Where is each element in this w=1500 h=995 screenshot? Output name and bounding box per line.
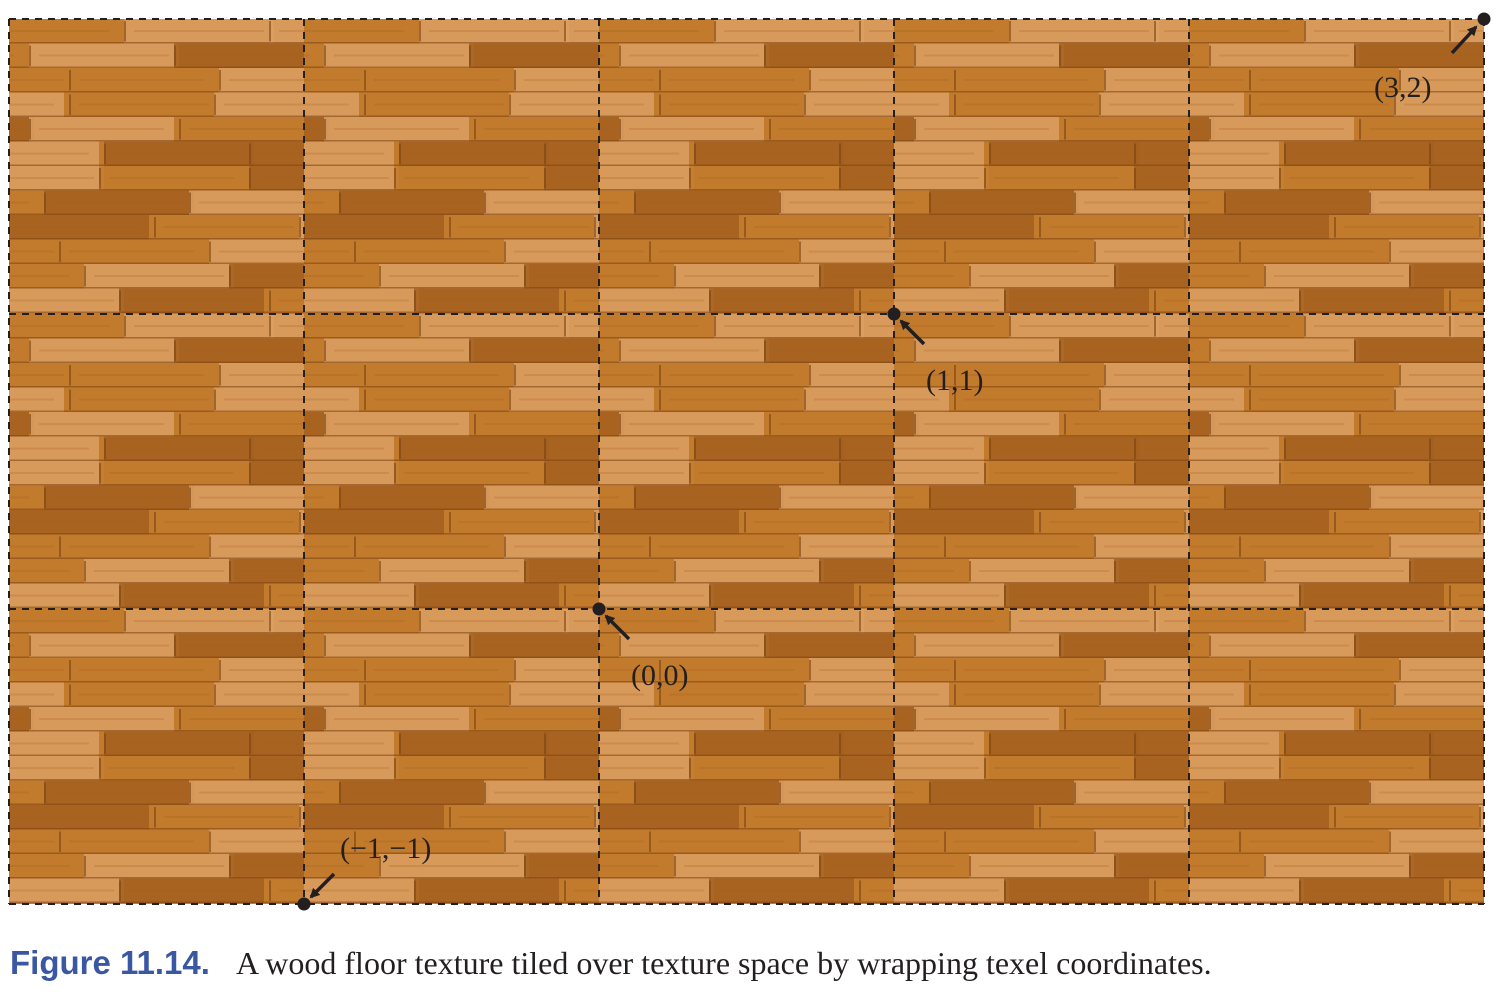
caption-text: A wood floor texture tiled over texture … bbox=[235, 945, 1212, 981]
coordinate-label: (3,2) bbox=[1374, 71, 1431, 104]
pointer-arrow bbox=[1450, 25, 1478, 55]
coordinate-point: (−1,−1) bbox=[297, 832, 431, 911]
coordinate-point: (1,1) bbox=[887, 307, 983, 397]
pointer-arrow bbox=[604, 614, 631, 641]
point-dot bbox=[592, 602, 606, 616]
point-dot bbox=[297, 897, 311, 911]
coordinate-point: (0,0) bbox=[592, 602, 688, 692]
coordinate-label: (0,0) bbox=[631, 659, 688, 692]
tiled-texture-figure: (−1,−1) (0,0) (1,1) (3,2) bbox=[8, 12, 1491, 911]
coordinate-markers: (−1,−1) (0,0) (1,1) (3,2) bbox=[297, 12, 1491, 911]
pointer-arrow bbox=[309, 872, 336, 899]
tile-grid bbox=[8, 18, 1485, 905]
point-dot bbox=[1477, 12, 1491, 26]
figure-caption: Figure 11.14. A wood floor texture tiled … bbox=[10, 938, 1490, 988]
coordinate-label: (1,1) bbox=[926, 364, 983, 397]
pointer-arrow bbox=[899, 319, 926, 346]
point-dot bbox=[887, 307, 901, 321]
texture-area bbox=[9, 19, 1484, 904]
coordinate-label: (−1,−1) bbox=[340, 832, 431, 865]
coordinate-point: (3,2) bbox=[1374, 12, 1491, 104]
figure-number: Figure 11.14. bbox=[10, 944, 210, 981]
